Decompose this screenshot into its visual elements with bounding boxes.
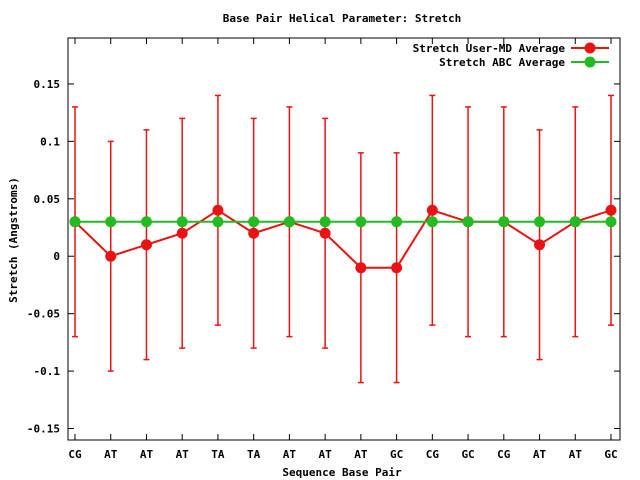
x-tick-label: CG bbox=[497, 448, 511, 461]
y-tick-label: -0.15 bbox=[27, 423, 60, 436]
series-line-user-md bbox=[74, 209, 612, 269]
y-axis-label: Stretch (Angstroms) bbox=[7, 177, 20, 303]
x-tick-label: AT bbox=[319, 448, 333, 461]
point-abc bbox=[319, 216, 331, 228]
x-tick-label: CG bbox=[68, 448, 82, 461]
point-abc bbox=[569, 216, 581, 228]
legend-marker bbox=[584, 42, 596, 54]
point-abc bbox=[69, 216, 81, 228]
y-tick-label: 0.15 bbox=[34, 78, 61, 91]
point-abc bbox=[140, 216, 152, 228]
point-abc bbox=[355, 216, 367, 228]
y-tick-label: 0.05 bbox=[34, 193, 61, 206]
x-tick-label: AT bbox=[104, 448, 118, 461]
x-tick-label: AT bbox=[140, 448, 154, 461]
y-tick-label: -0.05 bbox=[27, 308, 60, 321]
point-user-md bbox=[140, 239, 152, 251]
x-tick-label: AT bbox=[533, 448, 547, 461]
x-axis-label: Sequence Base Pair bbox=[282, 466, 402, 479]
x-tick-label: TA bbox=[247, 448, 261, 461]
x-tick-label: GC bbox=[461, 448, 474, 461]
point-abc bbox=[176, 216, 188, 228]
x-tick-label: GC bbox=[604, 448, 617, 461]
point-abc bbox=[462, 216, 474, 228]
point-user-md bbox=[534, 239, 546, 251]
legend-label: Stretch ABC Average bbox=[439, 56, 565, 69]
point-abc bbox=[426, 216, 438, 228]
point-abc bbox=[105, 216, 117, 228]
legend-label: Stretch User-MD Average bbox=[413, 42, 566, 55]
point-user-md bbox=[212, 204, 224, 216]
x-tick-label: AT bbox=[354, 448, 368, 461]
point-user-md bbox=[176, 227, 188, 239]
point-abc bbox=[391, 216, 403, 228]
x-tick-label: AT bbox=[569, 448, 583, 461]
y-tick-label: -0.1 bbox=[34, 365, 61, 378]
point-abc bbox=[534, 216, 546, 228]
point-user-md bbox=[426, 204, 438, 216]
point-user-md bbox=[319, 227, 331, 239]
point-user-md bbox=[391, 262, 403, 274]
x-tick-label: GC bbox=[390, 448, 403, 461]
point-abc bbox=[605, 216, 617, 228]
y-tick-label: 0.1 bbox=[40, 135, 60, 148]
point-abc bbox=[248, 216, 260, 228]
point-abc bbox=[498, 216, 510, 228]
y-tick-label: 0 bbox=[53, 250, 60, 263]
point-abc bbox=[212, 216, 224, 228]
plot-area: -0.15 -0.1 -0.05 0 0.05 0.1 0.15 CG AT AT AT TA TA AT… bbox=[27, 37, 621, 461]
plot-frame bbox=[67, 37, 621, 441]
x-tick-label: CG bbox=[426, 448, 440, 461]
x-tick-label: AT bbox=[176, 448, 190, 461]
chart-title: Base Pair Helical Parameter: Stretch bbox=[223, 12, 461, 25]
point-user-md bbox=[105, 250, 117, 262]
point-user-md bbox=[605, 204, 617, 216]
point-user-md bbox=[355, 262, 367, 274]
x-tick-label: TA bbox=[211, 448, 225, 461]
point-abc bbox=[283, 216, 295, 228]
x-tick-label: AT bbox=[283, 448, 297, 461]
point-user-md bbox=[248, 227, 260, 239]
legend-marker bbox=[584, 56, 596, 68]
